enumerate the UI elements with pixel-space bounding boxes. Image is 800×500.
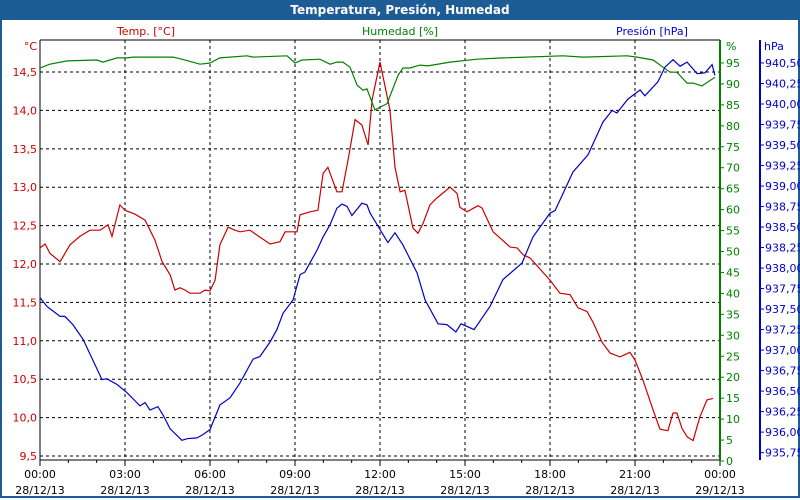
humidity-tick-label: 45 <box>726 266 740 279</box>
pressure-tick-label: 940,25 <box>765 77 800 90</box>
temp-tick-label: 14,0 <box>13 104 38 117</box>
temp-tick-label: 14,5 <box>13 66 38 79</box>
x-tick-date: 28/12/13 <box>100 484 149 497</box>
temp-tick-label: 11,5 <box>13 296 38 309</box>
humidity-tick-label: 85 <box>726 99 740 112</box>
temp-tick-label: 11,0 <box>13 335 38 348</box>
humidity-tick-label: 80 <box>726 120 740 133</box>
humidity-tick-label: 55 <box>726 225 740 238</box>
x-tick-date: 29/12/13 <box>695 484 744 497</box>
series-line-hum <box>39 55 716 111</box>
series-line-temp <box>39 61 714 442</box>
humidity-tick-label: 95 <box>726 57 740 70</box>
x-tick-time: 12:00 <box>364 468 396 481</box>
pressure-tick-label: 938,00 <box>765 262 800 275</box>
pressure-tick-label: 939,50 <box>765 139 800 152</box>
pressure-tick-label: 939,25 <box>765 160 800 173</box>
humidity-axis-unit: % <box>726 40 736 53</box>
pressure-tick-label: 935,75 <box>765 447 800 460</box>
pressure-tick-label: 937,50 <box>765 303 800 316</box>
x-tick-time: 21:00 <box>619 468 651 481</box>
temp-tick-label: 12,0 <box>13 258 38 271</box>
humidity-tick-label: 35 <box>726 308 740 321</box>
x-tick-date: 28/12/13 <box>440 484 489 497</box>
series-line-pres <box>39 58 716 441</box>
legend-pres: Presión [hPa] <box>616 25 688 38</box>
x-tick-date: 28/12/13 <box>525 484 574 497</box>
humidity-tick-label: 10 <box>726 413 740 426</box>
humidity-tick-label: 0 <box>726 455 733 468</box>
humidity-tick-label: 20 <box>726 371 740 384</box>
pressure-tick-label: 940,00 <box>765 98 800 111</box>
pressure-tick-label: 937,25 <box>765 324 800 337</box>
humidity-tick-label: 65 <box>726 183 740 196</box>
x-tick-date: 28/12/13 <box>610 484 659 497</box>
temp-tick-label: 12,5 <box>13 220 38 233</box>
humidity-tick-label: 90 <box>726 78 740 91</box>
temp-axis-unit: °C <box>24 40 38 53</box>
temp-tick-label: 9,5 <box>20 450 38 463</box>
pressure-tick-label: 940,50 <box>765 57 800 70</box>
x-tick-date: 28/12/13 <box>15 484 64 497</box>
pressure-tick-label: 936,50 <box>765 385 800 398</box>
humidity-tick-label: 50 <box>726 246 740 259</box>
pressure-tick-label: 938,25 <box>765 242 800 255</box>
pressure-tick-label: 936,00 <box>765 426 800 439</box>
pressure-tick-label: 936,75 <box>765 365 800 378</box>
pressure-tick-label: 936,25 <box>765 406 800 419</box>
humidity-tick-label: 40 <box>726 287 740 300</box>
window-title: Temperatura, Presión, Humedad <box>0 0 800 20</box>
humidity-tick-label: 5 <box>726 434 733 447</box>
humidity-tick-label: 75 <box>726 141 740 154</box>
temp-tick-label: 10,5 <box>13 373 38 386</box>
pressure-axis-unit: hPa <box>764 40 784 53</box>
humidity-tick-label: 70 <box>726 162 740 175</box>
pressure-tick-label: 939,75 <box>765 118 800 131</box>
humidity-tick-label: 30 <box>726 329 740 342</box>
temp-tick-label: 13,5 <box>13 143 38 156</box>
pressure-tick-label: 937,75 <box>765 283 800 296</box>
x-tick-time: 18:00 <box>534 468 566 481</box>
x-tick-time: 00:00 <box>24 468 56 481</box>
x-tick-time: 03:00 <box>109 468 141 481</box>
x-tick-date: 28/12/13 <box>270 484 319 497</box>
pressure-tick-label: 938,50 <box>765 221 800 234</box>
temp-tick-label: 10,0 <box>13 412 38 425</box>
legend-temp: Temp. [°C] <box>116 25 175 38</box>
humidity-tick-label: 60 <box>726 204 740 217</box>
x-tick-date: 28/12/13 <box>355 484 404 497</box>
pressure-tick-label: 938,75 <box>765 201 800 214</box>
pressure-tick-label: 939,00 <box>765 180 800 193</box>
humidity-tick-label: 15 <box>726 392 740 405</box>
x-tick-time: 06:00 <box>194 468 226 481</box>
x-tick-time: 09:00 <box>279 468 311 481</box>
temp-tick-label: 13,0 <box>13 181 38 194</box>
pressure-tick-label: 937,00 <box>765 344 800 357</box>
x-tick-time: 15:00 <box>449 468 481 481</box>
legend-hum: Humedad [%] <box>362 25 438 38</box>
humidity-tick-label: 25 <box>726 350 740 363</box>
x-tick-time: 00:00 <box>704 468 736 481</box>
x-tick-date: 28/12/13 <box>185 484 234 497</box>
